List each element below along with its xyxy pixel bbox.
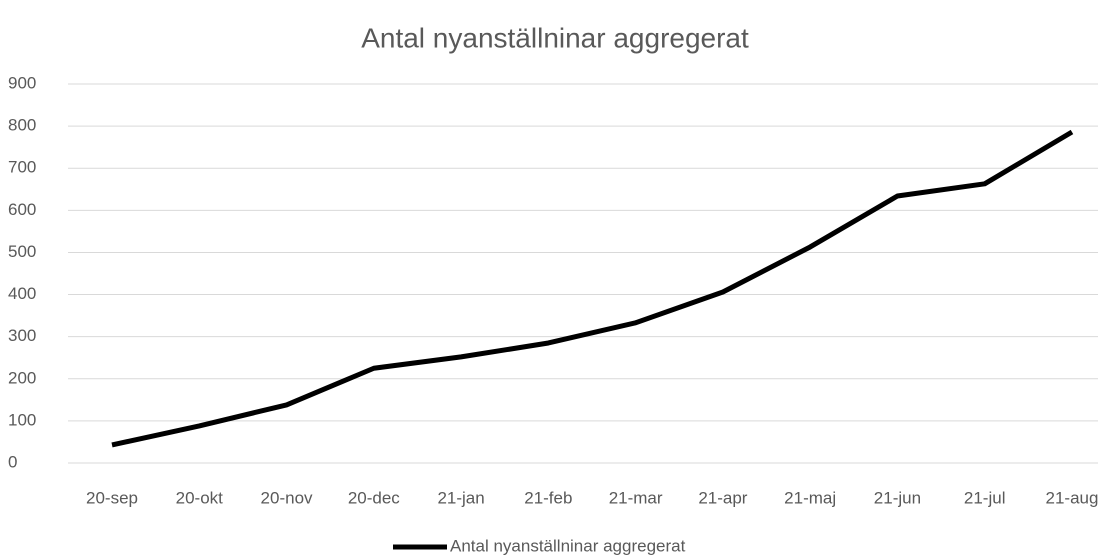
y-tick-label: 800 xyxy=(8,116,36,135)
x-tick-label: 20-sep xyxy=(86,488,138,507)
x-tick-label: 21-jun xyxy=(874,488,921,507)
chart-title: Antal nyanställninar aggregerat xyxy=(361,22,749,53)
y-tick-label: 400 xyxy=(8,284,36,303)
y-tick-label: 700 xyxy=(8,158,36,177)
x-tick-label: 21-jul xyxy=(964,488,1006,507)
x-tick-label: 21-maj xyxy=(784,488,836,507)
y-tick-label: 900 xyxy=(8,73,36,92)
y-tick-label: 500 xyxy=(8,242,36,261)
x-tick-label: 21-mar xyxy=(609,488,663,507)
x-tick-label: 20-okt xyxy=(176,488,224,507)
x-tick-label: 21-apr xyxy=(698,488,747,507)
y-tick-label: 600 xyxy=(8,200,36,219)
x-tick-label: 21-feb xyxy=(524,488,572,507)
x-tick-label: 20-dec xyxy=(348,488,400,507)
x-tick-label: 21-aug xyxy=(1046,488,1099,507)
y-tick-label: 0 xyxy=(8,452,17,471)
x-tick-label: 21-jan xyxy=(437,488,484,507)
x-tick-label: 20-nov xyxy=(261,488,313,507)
y-tick-label: 100 xyxy=(8,410,36,429)
line xyxy=(111,129,1074,448)
y-tick-label: 300 xyxy=(8,326,36,345)
legend-label: Antal nyanställninar aggregerat xyxy=(450,536,686,555)
y-tick-label: 200 xyxy=(8,368,36,387)
